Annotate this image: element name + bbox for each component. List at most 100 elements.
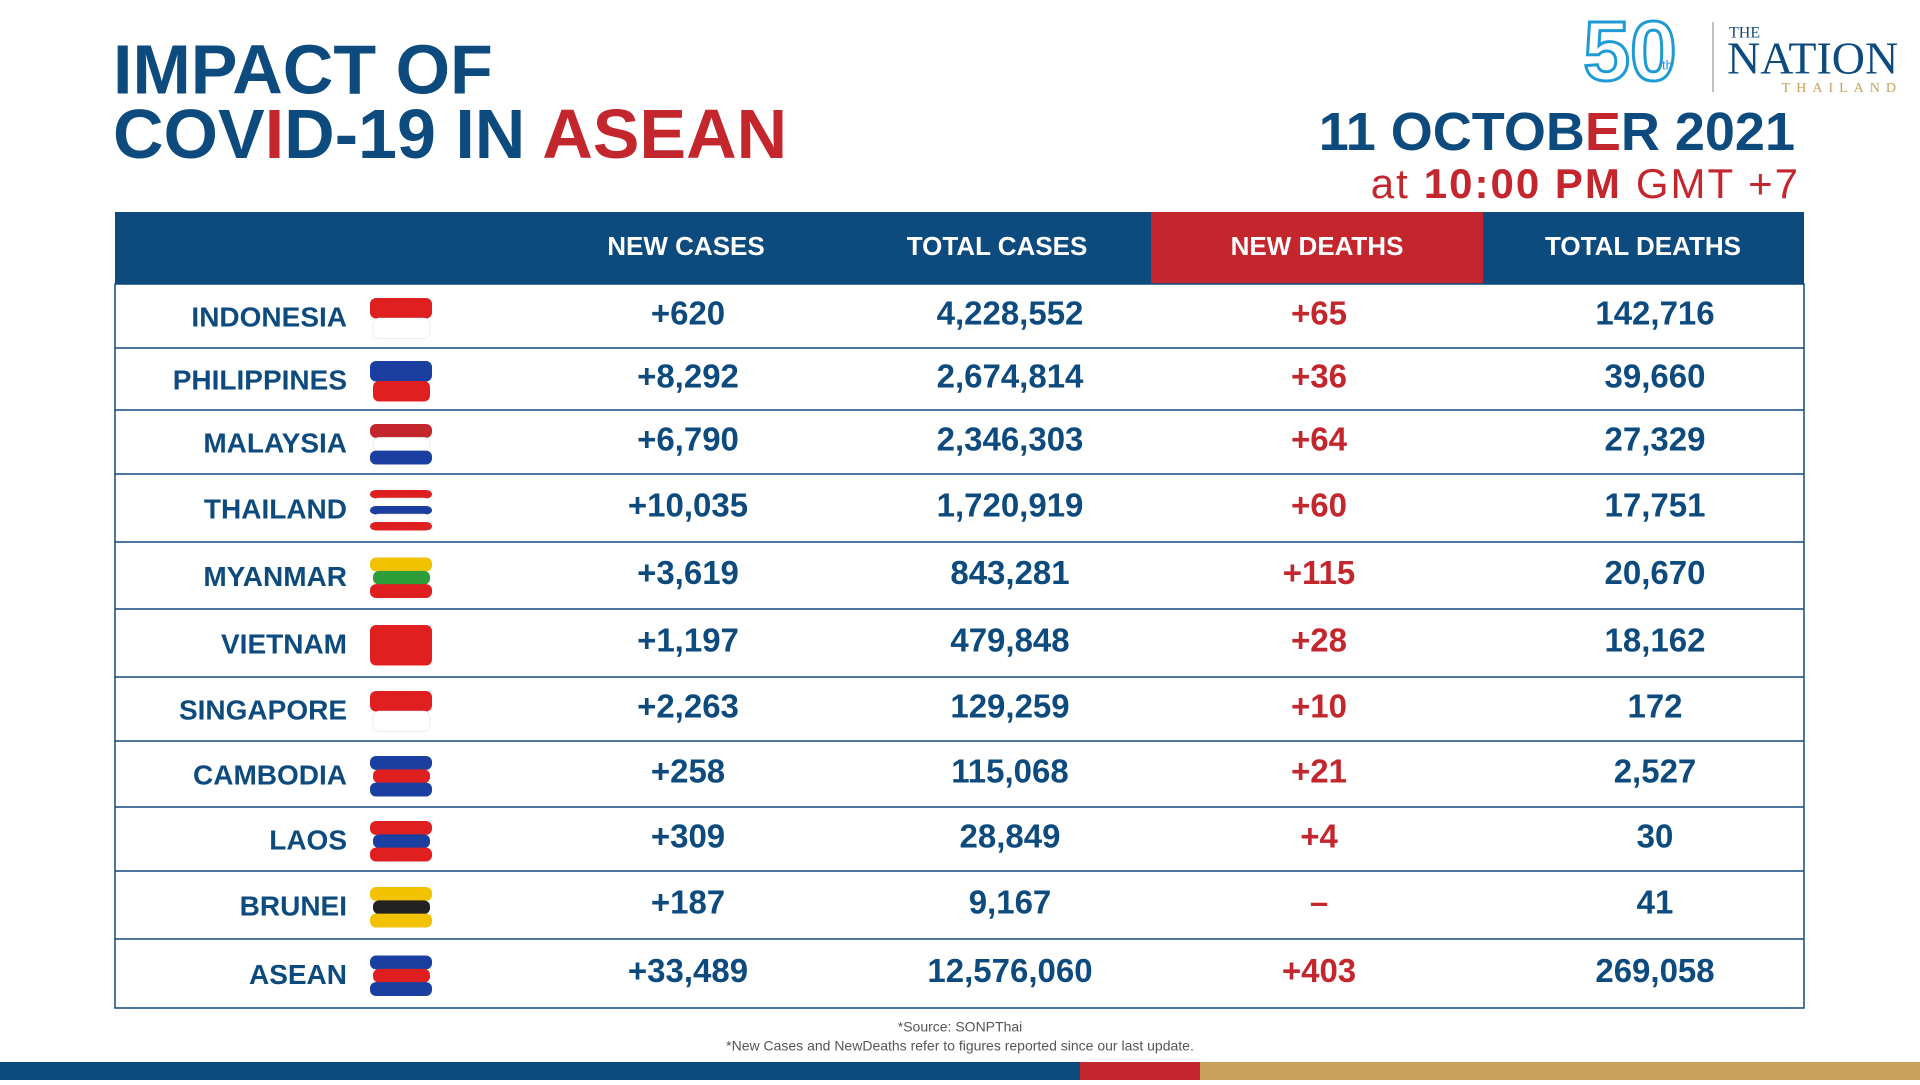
title-line: COVID-19 IN ASEAN: [113, 95, 787, 173]
cell-value: +2,263: [637, 688, 739, 725]
cell-value: 18,162: [1605, 622, 1706, 659]
date: 11 OCTOBER 2021: [1319, 102, 1795, 162]
logo-the: THE: [1729, 25, 1760, 42]
logo: 50 th THE NATION THAILAND: [1582, 3, 1902, 100]
table: NEW CASES TOTAL CASES NEW DEATHS TOTAL DEAT…: [114, 212, 1805, 1009]
flag-stripe: [370, 584, 432, 598]
cell-value: +28: [1291, 622, 1347, 659]
flag-stripe: [372, 317, 431, 339]
time-value: 10:00 PM: [1424, 160, 1622, 207]
cell-value: +60: [1291, 487, 1347, 524]
logo-suffix: th: [1662, 57, 1673, 72]
flag: [370, 490, 432, 531]
flag-stripe: [372, 710, 431, 732]
flag-stripe: [372, 437, 431, 452]
cell-value: 20,670: [1605, 554, 1706, 591]
cell-value: 172: [1627, 688, 1682, 725]
source: *Source: SONPThai: [898, 1019, 1023, 1035]
date-part: R 2021: [1621, 102, 1795, 162]
cell-value: +21: [1291, 753, 1347, 790]
cell-value: 27,329: [1605, 421, 1706, 458]
cell-value: +1,197: [637, 622, 739, 659]
cell-value: +64: [1291, 421, 1348, 458]
logo-country: THAILAND: [1782, 81, 1902, 96]
flag-stripe: [370, 506, 432, 515]
cell-value: +33,489: [628, 952, 748, 989]
flag: [370, 821, 432, 862]
column-header: TOTAL DEATHS: [1545, 231, 1741, 261]
country-name: MALAYSIA: [203, 427, 347, 458]
flag: [370, 756, 432, 797]
cell-value: 269,058: [1595, 952, 1714, 989]
flag: [370, 691, 432, 732]
flag-stripe: [370, 887, 432, 901]
cell-value: +6,790: [637, 421, 739, 458]
flag-stripe: [373, 381, 430, 402]
title-part: ASEAN: [542, 95, 787, 173]
date-part: 11 OCTOB: [1319, 102, 1585, 162]
cell-value: 142,716: [1595, 295, 1714, 332]
flag: [370, 955, 432, 996]
flag: [370, 625, 432, 666]
cell-value: 2,674,814: [937, 358, 1084, 395]
bottom-bar: [1080, 1062, 1200, 1080]
country-name: VIETNAM: [221, 628, 347, 659]
cell-value: +4: [1300, 818, 1338, 855]
header-bar: [115, 212, 1804, 284]
date-part: E: [1585, 102, 1621, 162]
title-part: D-19 IN: [284, 95, 542, 173]
flag-stripe: [370, 955, 432, 970]
flag-stripe: [373, 570, 430, 585]
flag-stripe: [373, 968, 430, 983]
flag-stripe: [373, 900, 430, 915]
column-header: TOTAL CASES: [907, 231, 1088, 261]
country-name: CAMBODIA: [193, 759, 347, 790]
note: *New Cases and NewDeaths refer to figure…: [726, 1038, 1194, 1054]
country-name: SINGAPORE: [179, 694, 347, 725]
cell-value: 41: [1637, 884, 1674, 921]
flag-stripe: [370, 982, 432, 996]
cell-value: –: [1310, 884, 1328, 921]
bottom-bar: [1200, 1062, 1920, 1080]
time: at 10:00 PM GMT +7: [1371, 160, 1800, 207]
flag-stripe: [370, 522, 432, 531]
flag: [370, 557, 432, 598]
flag-stripe: [370, 782, 432, 797]
flag-stripe: [370, 557, 432, 572]
cell-value: 843,281: [950, 554, 1069, 591]
cell-value: 2,527: [1614, 753, 1697, 790]
flag-stripe: [370, 691, 432, 712]
cell-value: 479,848: [950, 622, 1069, 659]
flag-stripe: [370, 821, 432, 835]
cell-value: 17,751: [1605, 487, 1706, 524]
cell-value: 2,346,303: [937, 421, 1084, 458]
time-zone: GMT +7: [1636, 160, 1800, 207]
cell-value: +620: [651, 295, 725, 332]
flag-stripe: [370, 913, 432, 928]
cell-value: 115,068: [951, 753, 1068, 790]
cell-value: +187: [651, 884, 725, 921]
flag-stripe: [370, 756, 432, 770]
flag: [370, 887, 432, 928]
title-line: IMPACT OF: [113, 30, 493, 108]
flag: [370, 298, 432, 339]
cell-value: +65: [1291, 295, 1347, 332]
cell-value: +8,292: [637, 358, 739, 395]
table-border: [114, 283, 1805, 1009]
cell-value: 9,167: [969, 884, 1052, 921]
cell-value: +258: [651, 753, 725, 790]
cell-value: 30: [1637, 818, 1674, 855]
cell-value: +10,035: [628, 487, 748, 524]
country-name: BRUNEI: [240, 890, 347, 921]
flag-stripe: [372, 497, 431, 507]
cell-value: 39,660: [1605, 358, 1706, 395]
cell-value: 12,576,060: [927, 952, 1092, 989]
cell-value: +3,619: [637, 554, 739, 591]
logo-name: NATION: [1727, 33, 1898, 84]
cell-value: 129,259: [950, 688, 1069, 725]
country-name: THAILAND: [204, 493, 347, 524]
cell-value: 4,228,552: [937, 295, 1084, 332]
country-name: INDONESIA: [191, 301, 347, 332]
flag-stripe: [370, 490, 432, 499]
